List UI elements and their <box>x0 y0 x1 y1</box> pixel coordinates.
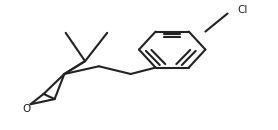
Text: O: O <box>23 104 31 114</box>
Text: Cl: Cl <box>237 5 248 15</box>
